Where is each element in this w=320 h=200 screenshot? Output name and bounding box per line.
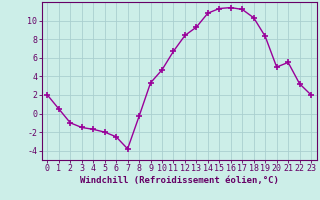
X-axis label: Windchill (Refroidissement éolien,°C): Windchill (Refroidissement éolien,°C) [80,176,279,185]
